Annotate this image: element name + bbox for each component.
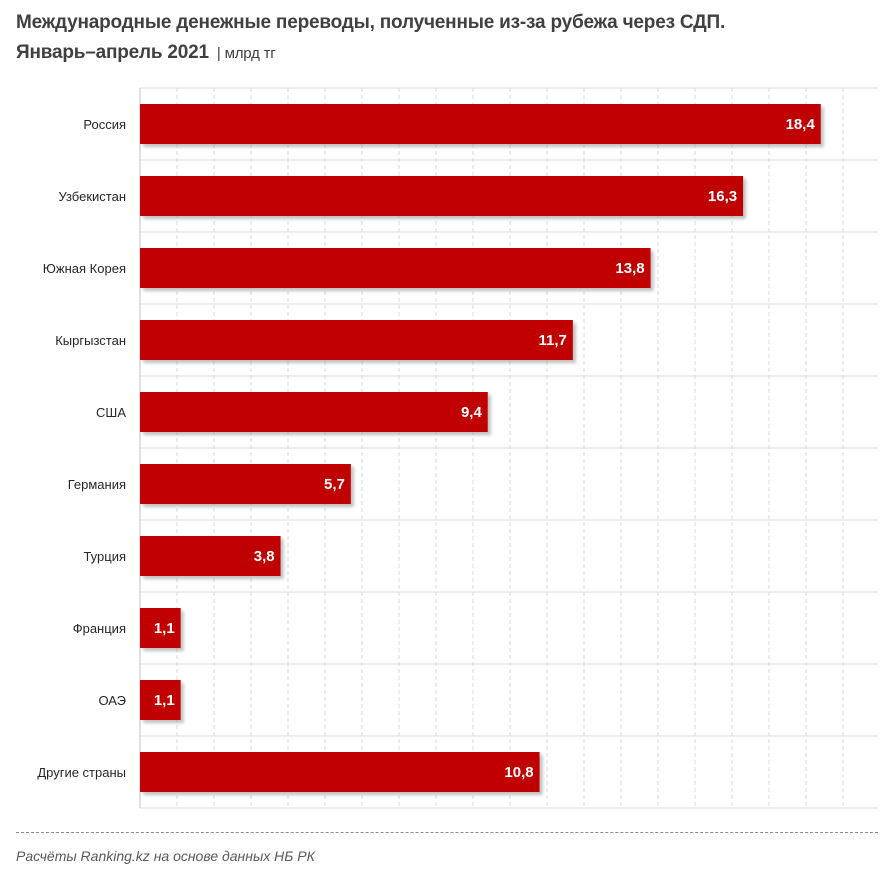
bar-2 <box>140 248 651 288</box>
value-label-9: 10,8 <box>504 764 533 781</box>
chart-title: Международные денежные переводы, получен… <box>16 8 725 69</box>
bar-3 <box>140 320 573 360</box>
bar-6 <box>140 536 281 576</box>
value-label-7: 1,1 <box>154 620 175 637</box>
chart-unit: млрд тг <box>224 45 276 62</box>
source-note: Расчёты Ranking.kz на основе данных НБ Р… <box>16 848 315 864</box>
category-label-5: Германия <box>68 477 126 492</box>
category-label-2: Южная Корея <box>43 261 126 276</box>
value-label-1: 16,3 <box>708 188 737 205</box>
value-label-0: 18,4 <box>786 116 816 133</box>
bar-7 <box>140 608 181 648</box>
bar-1 <box>140 176 744 216</box>
value-label-2: 13,8 <box>615 260 644 277</box>
category-label-3: Кыргызстан <box>55 333 126 348</box>
bar-chart: 18,4 16,3 13,8 11,7 9,4 5,7 3,8 1,1 1,1 10,8 Росс… <box>37 87 878 809</box>
value-label-8: 1,1 <box>154 692 175 709</box>
bar-5 <box>140 464 351 504</box>
bar-0 <box>140 104 821 144</box>
bar-8 <box>140 680 181 720</box>
value-label-4: 9,4 <box>461 404 483 421</box>
chart-title-line2: Январь–апрель 2021 | млрд тг <box>16 38 725 69</box>
chart-period: Январь–апрель 2021 <box>16 42 209 63</box>
title-separator: | <box>216 45 221 62</box>
value-label-6: 3,8 <box>254 548 275 565</box>
value-label-3: 11,7 <box>539 332 567 349</box>
bar-4 <box>140 392 488 432</box>
category-label-0: Россия <box>83 117 126 132</box>
category-label-9: Другие страны <box>37 765 126 780</box>
value-label-5: 5,7 <box>324 476 345 493</box>
footer-divider <box>16 832 878 833</box>
bar-9 <box>140 752 540 792</box>
bars: 18,4 16,3 13,8 11,7 9,4 5,7 3,8 1,1 1,1 10,8 <box>140 104 821 792</box>
category-labels: Россия Узбекистан Южная Корея Кыргызстан США… <box>37 117 126 780</box>
category-label-6: Турция <box>83 549 126 564</box>
category-label-8: ОАЭ <box>98 693 126 708</box>
chart-title-line1: Международные денежные переводы, получен… <box>16 12 726 33</box>
category-label-4: США <box>96 405 126 420</box>
category-label-1: Узбекистан <box>58 189 126 204</box>
category-label-7: Франция <box>73 621 126 636</box>
